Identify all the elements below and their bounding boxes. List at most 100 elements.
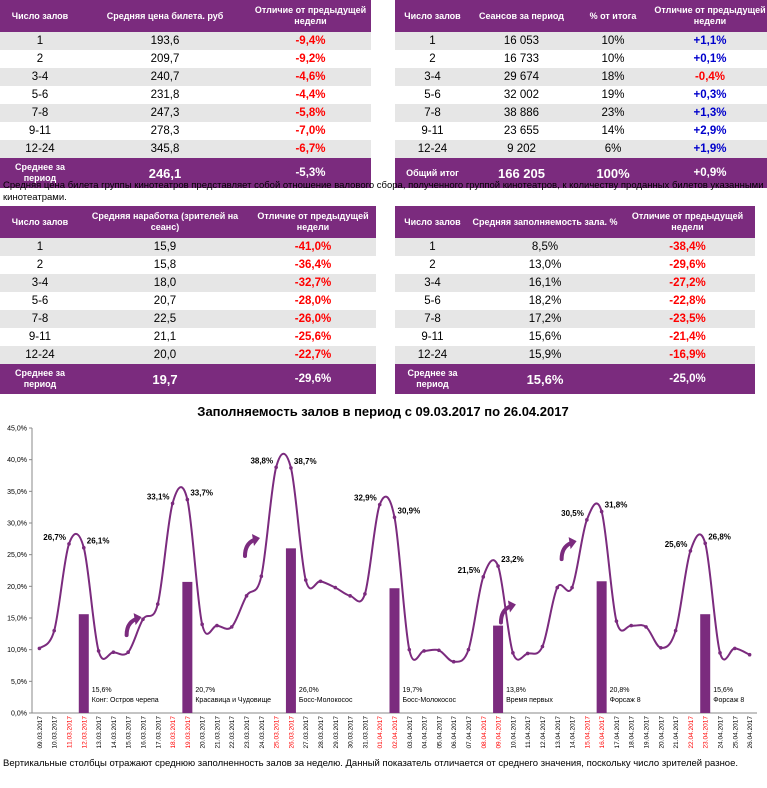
y-tick-label: 45,0% — [7, 426, 27, 433]
cell-halls: 5-6 — [424, 295, 441, 307]
x-tick-label: 12.03.2017 — [81, 716, 88, 749]
weekly-bar — [596, 581, 607, 713]
cell-diff: -4,4% — [295, 89, 326, 101]
bar-film-label: Форсаж 8 — [610, 697, 641, 704]
x-tick-label: 02.04.2017 — [392, 716, 399, 749]
cell-sessions: 32 002 — [503, 89, 540, 101]
x-tick-label: 01.04.2017 — [377, 716, 384, 749]
bar-film-label: Красавица и Чудовище — [195, 697, 271, 704]
table-row: 9-11 21,1 -25,6% — [0, 328, 376, 346]
cell-diff: -5,8% — [250, 104, 371, 122]
cell-diff: +1,9% — [653, 140, 767, 158]
x-tick-label: 17.03.2017 — [155, 716, 162, 749]
footer-diff: +0,9% — [653, 158, 767, 188]
col-header: Отличие от предыдущей недели — [250, 206, 376, 238]
table-row: 9-11 278,3 -7,0% — [0, 122, 371, 140]
x-tick-label: 24.03.2017 — [259, 716, 266, 749]
bar-film-label: Время первых — [506, 697, 553, 704]
header-row: Число залов Средняя наработка (зрителей … — [0, 206, 376, 238]
x-tick-label: 17.04.2017 — [614, 716, 621, 749]
x-tick-label: 29.03.2017 — [333, 716, 340, 749]
header-row: Число залов Сеансов за период % от итога… — [395, 0, 767, 32]
cell-diff: -16,9% — [620, 346, 755, 364]
x-tick-label: 31.03.2017 — [362, 716, 369, 749]
weekly-bar — [285, 548, 296, 713]
trend-arrow — [124, 617, 138, 638]
x-tick-label: 14.04.2017 — [570, 716, 577, 749]
data-point — [644, 625, 648, 629]
cell-share: 18% — [573, 68, 653, 86]
x-tick-label: 13.04.2017 — [555, 716, 562, 749]
data-point — [688, 549, 693, 553]
cell-halls: 3-4 — [0, 274, 80, 292]
cell-halls: 9-11 — [421, 125, 444, 137]
cell-halls: 1 — [395, 32, 470, 50]
cell-halls: 12-24 — [395, 140, 470, 158]
chart-title: Заполняемость залов в период с 09.03.201… — [197, 404, 568, 419]
cell-value: 15,9% — [470, 346, 620, 364]
col-header: % от итога — [573, 0, 653, 32]
x-tick-label: 14.03.2017 — [111, 716, 118, 749]
cell-diff: -38,4% — [620, 238, 755, 256]
cell-halls: 5-6 — [31, 295, 49, 307]
cell-value: 8,5% — [470, 238, 620, 256]
point-label: 25,6% — [665, 540, 688, 549]
footer-value: 15,6% — [470, 364, 620, 394]
cell-halls: 5-6 — [31, 89, 49, 101]
cell-diff: -29,6% — [669, 259, 706, 271]
cell-diff: -26,0% — [250, 310, 376, 328]
cell-diff: -0,4% — [653, 68, 767, 86]
point-label: 30,5% — [561, 509, 584, 518]
data-point — [673, 628, 678, 633]
cell-diff: -9,2% — [295, 53, 326, 65]
footer-diff: -5,3% — [250, 158, 371, 188]
x-tick-label: 19.04.2017 — [644, 716, 651, 749]
cell-diff: -21,4% — [669, 331, 706, 343]
x-tick-label: 25.04.2017 — [732, 716, 739, 749]
header-row: Число залов Средняя цена билета. руб Отл… — [0, 0, 371, 32]
y-tick-label: 15,0% — [7, 616, 27, 623]
data-point — [259, 574, 264, 578]
col-header: Число залов — [0, 0, 80, 32]
col-header: Средняя цена билета. руб — [80, 0, 250, 32]
cell-halls: 1 — [395, 238, 470, 256]
cell-sessions: 9 202 — [470, 140, 573, 158]
cell-diff: -4,6% — [250, 68, 371, 86]
bar-film-label: Босс-Молокосос — [403, 697, 457, 704]
table-row: 3-4 29 674 18% -0,4% — [395, 68, 767, 86]
col-header: Число залов — [395, 0, 470, 32]
y-tick-label: 20,0% — [7, 584, 27, 591]
point-label: 21,5% — [458, 566, 481, 575]
table-row: 12-24 9 202 6% +1,9% — [395, 140, 767, 158]
cell-halls: 2 — [36, 259, 44, 271]
x-tick-label: 18.03.2017 — [170, 716, 177, 749]
point-label: 26,8% — [708, 532, 731, 541]
cell-value: 240,7 — [80, 68, 250, 86]
table-row: 1 8,5% -38,4% — [395, 238, 755, 256]
table-row: 7-8 38 886 23% +1,3% — [395, 104, 767, 122]
data-point — [126, 650, 130, 654]
data-point — [629, 623, 634, 628]
x-tick-label: 21.04.2017 — [673, 716, 680, 749]
table-row: 5-6 20,7 -28,0% — [0, 292, 376, 310]
point-label: 31,8% — [605, 501, 628, 510]
x-tick-label: 09.03.2017 — [37, 716, 44, 749]
data-point — [81, 545, 86, 550]
data-point — [229, 625, 234, 629]
trend-arrow — [242, 538, 256, 558]
trend-arrow — [559, 541, 573, 562]
cell-share: 14% — [601, 125, 625, 137]
cell-halls: 9-11 — [421, 331, 444, 343]
data-point — [303, 578, 308, 582]
cell-sessions: 16 053 — [470, 32, 573, 50]
data-point — [599, 509, 604, 514]
y-tick-label: 5,0% — [11, 679, 27, 686]
col-header: Сеансов за период — [470, 0, 573, 32]
data-point — [451, 659, 456, 664]
cell-value: 16,1% — [470, 274, 620, 292]
weekly-bar — [78, 614, 89, 713]
point-label: 33,1% — [147, 492, 170, 501]
cell-diff: -25,6% — [294, 331, 332, 343]
data-point — [111, 650, 116, 654]
x-tick-label: 18.04.2017 — [629, 716, 636, 749]
